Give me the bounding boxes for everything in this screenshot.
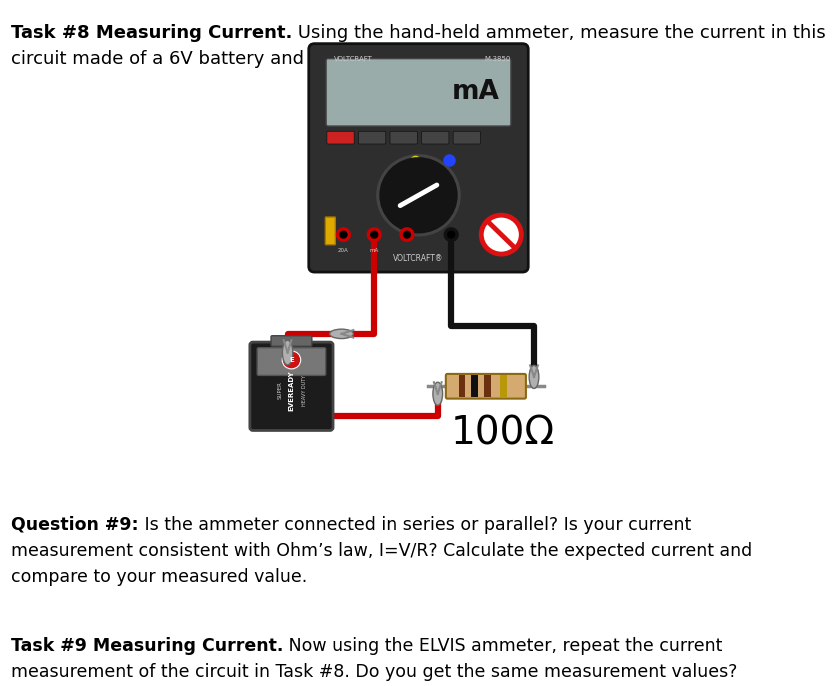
FancyBboxPatch shape <box>421 131 448 144</box>
Text: mA: mA <box>370 248 379 253</box>
Circle shape <box>336 228 350 241</box>
FancyBboxPatch shape <box>452 131 480 144</box>
FancyBboxPatch shape <box>326 58 510 126</box>
Text: SUPER: SUPER <box>277 381 282 399</box>
Ellipse shape <box>528 366 538 388</box>
Bar <box>471 375 477 397</box>
Text: HEAVY DUTY: HEAVY DUTY <box>302 375 307 406</box>
Text: Question #9:: Question #9: <box>11 516 138 534</box>
Bar <box>484 375 491 397</box>
Text: 20A: 20A <box>338 248 349 253</box>
Text: Using the hand-held ammeter, measure the current in this: Using the hand-held ammeter, measure the… <box>292 24 825 42</box>
Text: Task #8 Measuring Current.: Task #8 Measuring Current. <box>11 24 292 42</box>
Bar <box>458 375 465 397</box>
Text: Task #9 Measuring Current.: Task #9 Measuring Current. <box>11 637 283 654</box>
Circle shape <box>403 231 410 238</box>
Circle shape <box>481 215 521 254</box>
Text: VOLTCRAFT®: VOLTCRAFT® <box>393 254 443 263</box>
Text: mA: mA <box>451 80 499 106</box>
FancyBboxPatch shape <box>271 335 312 346</box>
Circle shape <box>376 155 460 236</box>
FancyBboxPatch shape <box>308 44 528 272</box>
FancyBboxPatch shape <box>358 131 385 144</box>
Circle shape <box>447 231 454 238</box>
FancyBboxPatch shape <box>327 131 354 144</box>
Text: circuit made of a 6V battery and a 100Ω resistor.: circuit made of a 6V battery and a 100Ω … <box>11 50 451 68</box>
Circle shape <box>367 228 380 241</box>
Text: EVEREADY: EVEREADY <box>288 370 294 411</box>
Text: compare to your measured value.: compare to your measured value. <box>11 568 307 586</box>
Ellipse shape <box>282 340 293 365</box>
Circle shape <box>444 228 457 241</box>
Ellipse shape <box>432 382 442 405</box>
Circle shape <box>370 231 377 238</box>
Text: measurement of the circuit in Task #8. Do you get the same measurement values?: measurement of the circuit in Task #8. D… <box>11 663 737 681</box>
FancyBboxPatch shape <box>390 131 417 144</box>
Circle shape <box>380 158 456 233</box>
Text: 100Ω: 100Ω <box>451 414 554 452</box>
FancyBboxPatch shape <box>257 348 325 375</box>
Text: VOLTCRAFT: VOLTCRAFT <box>334 56 372 62</box>
Text: M-3850: M-3850 <box>484 56 510 62</box>
Ellipse shape <box>329 329 353 339</box>
FancyBboxPatch shape <box>325 217 335 245</box>
Text: Is the ammeter connected in series or parallel? Is your current: Is the ammeter connected in series or pa… <box>138 516 690 534</box>
Text: Now using the ELVIS ammeter, repeat the current: Now using the ELVIS ammeter, repeat the … <box>283 637 721 654</box>
Circle shape <box>400 228 413 241</box>
FancyBboxPatch shape <box>446 374 525 399</box>
Circle shape <box>282 351 300 369</box>
Text: measurement consistent with Ohm’s law, I=V/R? Calculate the expected current and: measurement consistent with Ohm’s law, I… <box>11 542 752 560</box>
Bar <box>499 375 506 397</box>
FancyBboxPatch shape <box>250 342 333 430</box>
Circle shape <box>339 231 346 238</box>
Text: E: E <box>288 357 293 363</box>
